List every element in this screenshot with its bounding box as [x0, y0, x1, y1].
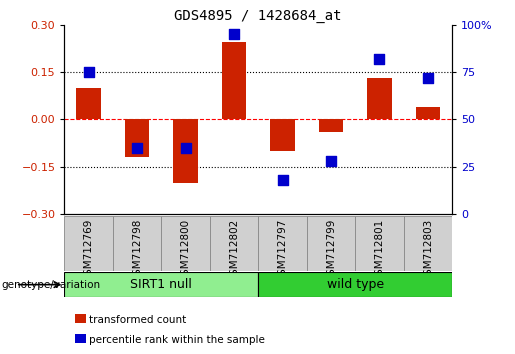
- Text: transformed count: transformed count: [89, 315, 186, 325]
- Text: GSM712802: GSM712802: [229, 219, 239, 282]
- Text: GSM712799: GSM712799: [326, 219, 336, 282]
- Bar: [355, 216, 404, 271]
- Text: SIRT1 null: SIRT1 null: [130, 278, 192, 291]
- Point: [230, 32, 238, 37]
- Bar: [270, 119, 295, 151]
- Bar: [319, 119, 343, 132]
- Bar: [64, 272, 259, 297]
- Bar: [404, 216, 452, 271]
- Bar: [161, 216, 210, 271]
- Text: GSM712769: GSM712769: [83, 219, 94, 282]
- Text: percentile rank within the sample: percentile rank within the sample: [89, 335, 265, 345]
- Text: GSM712801: GSM712801: [374, 219, 385, 282]
- Point: [133, 145, 141, 151]
- Text: GSM712797: GSM712797: [278, 219, 287, 282]
- Text: GSM712800: GSM712800: [181, 219, 191, 282]
- Bar: [259, 216, 307, 271]
- Bar: [125, 119, 149, 157]
- Bar: [259, 272, 452, 297]
- Bar: [222, 42, 246, 119]
- Bar: [64, 216, 113, 271]
- Bar: [113, 216, 161, 271]
- Bar: [77, 88, 101, 119]
- Text: GSM712798: GSM712798: [132, 219, 142, 282]
- Bar: [210, 216, 259, 271]
- Text: GDS4895 / 1428684_at: GDS4895 / 1428684_at: [174, 9, 341, 23]
- Bar: [416, 107, 440, 119]
- Text: genotype/variation: genotype/variation: [1, 280, 100, 290]
- Bar: [367, 79, 391, 119]
- Bar: [307, 216, 355, 271]
- Point: [327, 158, 335, 164]
- Bar: [174, 119, 198, 183]
- Point: [279, 177, 287, 183]
- Text: wild type: wild type: [327, 278, 384, 291]
- Point: [84, 69, 93, 75]
- Point: [375, 56, 384, 62]
- Point: [424, 75, 432, 81]
- Point: [181, 145, 190, 151]
- Text: GSM712803: GSM712803: [423, 219, 433, 282]
